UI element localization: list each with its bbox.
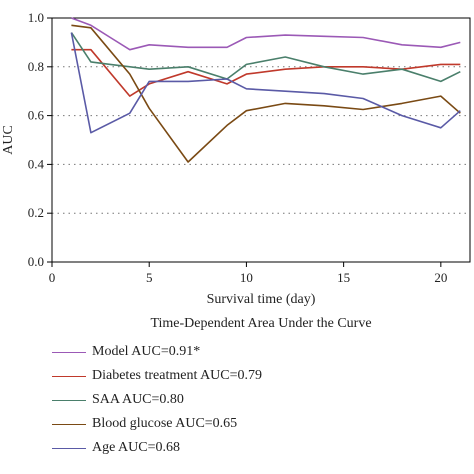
series-line-model (71, 17, 461, 51)
y-tick-label: 1.0 (28, 10, 44, 25)
legend-swatch-diabetes-treatment (52, 376, 86, 377)
legend-item-blood-glucose: Blood glucose AUC=0.65 (52, 414, 472, 438)
chart-title: Time-Dependent Area Under the Curve (150, 316, 371, 331)
y-axis-label: AUC (1, 125, 16, 155)
legend-swatch-model (52, 352, 86, 353)
series-line-age (70, 32, 461, 134)
legend-swatch-blood-glucose (52, 424, 86, 425)
x-axis-ticks: 0 5 10 15 20 (49, 262, 447, 285)
legend-label-blood-glucose: Blood glucose AUC=0.65 (92, 416, 238, 431)
x-tick-label: 20 (434, 270, 447, 285)
grid-lines (52, 66, 470, 214)
legend-item-age: Age AUC=0.68 (52, 438, 472, 462)
y-tick-label: 0.4 (28, 156, 45, 171)
x-tick-label: 15 (337, 270, 350, 285)
series-line-blood-glucose (71, 24, 461, 163)
legend-label-diabetes-treatment: Diabetes treatment AUC=0.79 (92, 368, 263, 383)
y-tick-label: 0.8 (28, 59, 44, 74)
chart: 0 5 10 15 20 0.0 0.2 0.4 0.6 0.8 1.0 AUC Survival… (1, 10, 471, 331)
legend-swatch-age (52, 448, 86, 449)
plot-frame (51, 17, 471, 263)
series-line-saa (70, 32, 461, 83)
legend-item-diabetes-treatment: Diabetes treatment AUC=0.79 (52, 366, 472, 390)
legend-item-saa: SAA AUC=0.80 (52, 390, 472, 414)
legend-label-age: Age AUC=0.68 (92, 440, 181, 455)
y-tick-label: 0.0 (28, 254, 44, 269)
y-tick-label: 0.6 (28, 108, 45, 123)
legend-label-saa: SAA AUC=0.80 (92, 392, 184, 407)
y-axis-ticks: 0.0 0.2 0.4 0.6 0.8 1.0 (28, 10, 52, 269)
x-axis-label: Survival time (day) (207, 292, 316, 307)
legend-item-model: Model AUC=0.91* (52, 342, 472, 366)
series-lines (70, 17, 461, 163)
legend-swatch-saa (52, 400, 86, 401)
x-tick-label: 10 (240, 270, 253, 285)
legend-label-model: Model AUC=0.91* (92, 344, 201, 359)
y-tick-label: 0.2 (28, 205, 44, 220)
legend: Model AUC=0.91* Diabetes treatment AUC=0… (52, 342, 472, 462)
x-tick-label: 0 (49, 270, 56, 285)
x-tick-label: 5 (146, 270, 153, 285)
